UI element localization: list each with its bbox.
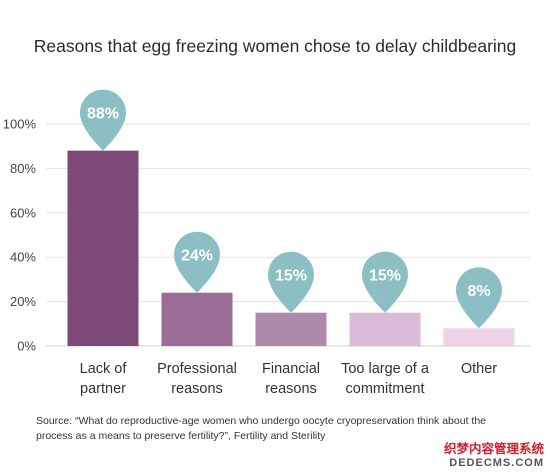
x-tick-label: Professional reasons	[157, 361, 237, 397]
bar	[161, 292, 233, 346]
y-tick-label: 0%	[17, 339, 36, 354]
bar	[349, 312, 421, 346]
source-note: Source: “What do reproductive-age women …	[36, 415, 487, 442]
data-label: 24%	[181, 248, 213, 265]
chart-title: Reasons that egg freezing women chose to…	[33, 36, 517, 56]
y-tick-label: 80%	[10, 161, 36, 176]
value-marker	[361, 251, 408, 313]
data-label: 15%	[275, 268, 307, 285]
y-tick-label: 100%	[3, 117, 37, 132]
data-label: 8%	[467, 283, 490, 300]
x-tick-label: Financial reasons	[262, 361, 320, 397]
data-label: 88%	[87, 106, 119, 123]
x-axis: Lack of partner Professional reasons Financi…	[80, 361, 498, 397]
data-label-markers: 88% 24% 15% 15% 8%	[80, 89, 502, 329]
bar	[443, 328, 515, 346]
bar-chart: 0% 20% 40% 60% 80% 100% 88% 24% 15% 15% 8% Lack o…	[3, 89, 530, 397]
watermark: 织梦内容管理系统 DEDECMS.COM	[444, 442, 544, 470]
y-tick-label: 40%	[10, 250, 36, 265]
y-tick-label: 20%	[10, 294, 36, 309]
value-marker	[80, 89, 126, 151]
x-tick-label: Other	[461, 361, 497, 377]
value-marker	[174, 231, 220, 293]
y-axis: 0% 20% 40% 60% 80% 100%	[3, 117, 37, 354]
y-tick-label: 60%	[10, 205, 36, 220]
bar	[255, 312, 327, 346]
x-tick-label: Too large of a commitment	[341, 361, 430, 397]
watermark-text: 织梦内容管理系统	[443, 442, 544, 456]
value-marker	[268, 251, 314, 313]
value-marker	[456, 267, 502, 329]
bar	[67, 150, 139, 346]
bars	[67, 150, 515, 346]
data-label: 15%	[369, 268, 401, 285]
watermark-domain: DEDECMS.COM	[449, 457, 544, 469]
x-tick-label: Lack of partner	[80, 361, 128, 397]
